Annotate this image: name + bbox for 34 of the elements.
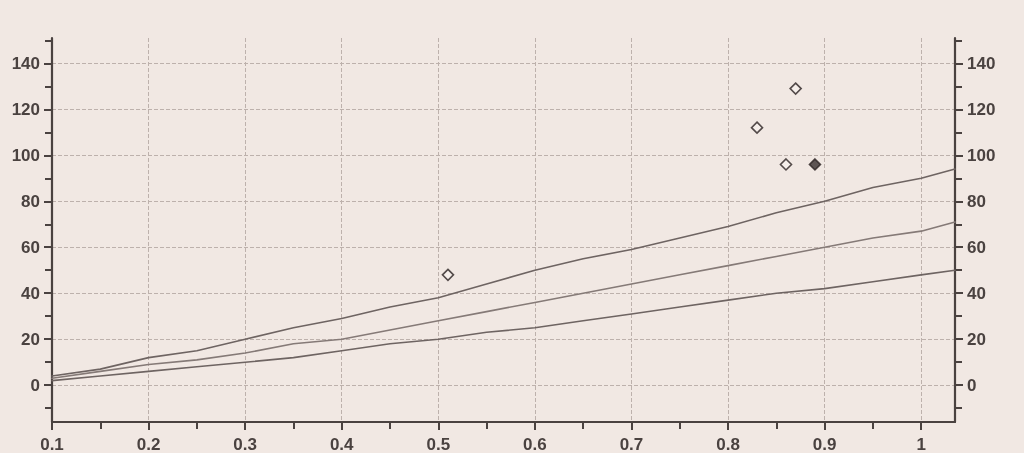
x-tick-label: 0.5 bbox=[426, 435, 451, 453]
point bbox=[750, 121, 764, 134]
x-tick-label: 0.4 bbox=[329, 435, 355, 453]
y-tick-label: 20 bbox=[21, 329, 40, 349]
x-tick-label: 1 bbox=[916, 435, 926, 453]
y2-tick-label: 40 bbox=[967, 283, 986, 303]
y2-tick-label: 20 bbox=[967, 329, 986, 349]
x-tick-label: 0.7 bbox=[619, 435, 644, 453]
line-series bbox=[51, 269, 956, 382]
y2-tick-label: 120 bbox=[967, 99, 996, 119]
x-tick-label: 0.3 bbox=[233, 435, 257, 453]
y-tick-label: 80 bbox=[21, 191, 40, 211]
y-tick-label: 0 bbox=[30, 375, 40, 395]
x-tick-label: 0.1 bbox=[40, 435, 64, 453]
x-tick-label: 0.2 bbox=[136, 435, 161, 453]
point bbox=[779, 158, 793, 171]
point bbox=[441, 268, 455, 282]
point bbox=[808, 158, 822, 171]
x-tick-label: 0.8 bbox=[716, 435, 740, 453]
y-tick-label: 100 bbox=[11, 145, 40, 165]
y2-tick-label: 100 bbox=[967, 145, 996, 165]
point bbox=[789, 82, 802, 95]
y2-tick-label: 0 bbox=[967, 375, 977, 395]
x-tick-label: 0.9 bbox=[812, 435, 837, 453]
y-tick-label: 60 bbox=[21, 237, 40, 257]
y2-tick-label: 80 bbox=[967, 191, 986, 211]
y2-tick-label: 60 bbox=[967, 237, 986, 257]
line-series bbox=[51, 168, 956, 377]
x-tick-label: 0.6 bbox=[523, 435, 547, 453]
y2-tick-label: 140 bbox=[967, 53, 996, 73]
y-tick-label: 40 bbox=[21, 283, 40, 303]
y-tick-label: 140 bbox=[11, 53, 40, 73]
y-tick-label: 120 bbox=[11, 99, 40, 119]
line-series bbox=[51, 221, 956, 380]
